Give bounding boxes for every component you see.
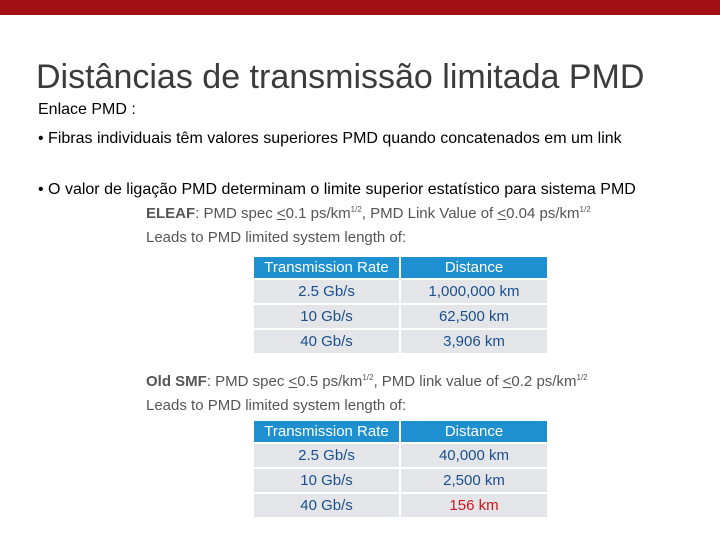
table-row: 10 Gb/s 62,500 km — [254, 305, 547, 328]
table-row: 2.5 Gb/s 1,000,000 km — [254, 280, 547, 303]
old-smf-leads-text: Leads to PMD limited system length of: — [146, 397, 407, 414]
header-transmission-rate: Transmission Rate — [254, 421, 399, 442]
distance-cell: 1,000,000 km — [401, 280, 547, 303]
old-smf-spec-line: Old SMF: PMD spec <0.5 ps/km1/2, PMD lin… — [146, 373, 588, 390]
table-row: 40 Gb/s 156 km — [254, 494, 547, 517]
rate-cell: 10 Gb/s — [254, 469, 399, 492]
old-smf-distance-table: Transmission Rate Distance 2.5 Gb/s 40,0… — [252, 419, 549, 519]
distance-cell-highlight: 156 km — [401, 494, 547, 517]
eleaf-leads-text: Leads to PMD limited system length of: — [146, 229, 407, 246]
header-distance: Distance — [401, 421, 547, 442]
intro-text: Enlace PMD : — [38, 101, 136, 118]
fiber-name: ELEAF — [146, 205, 196, 222]
bullet-1: • Fibras individuais têm valores superio… — [38, 130, 622, 147]
distance-cell: 40,000 km — [401, 444, 547, 467]
header-transmission-rate: Transmission Rate — [254, 257, 399, 278]
table-header-row: Transmission Rate Distance — [254, 421, 547, 442]
rate-cell: 40 Gb/s — [254, 330, 399, 353]
table-row: 40 Gb/s 3,906 km — [254, 330, 547, 353]
table-row: 10 Gb/s 2,500 km — [254, 469, 547, 492]
top-accent-bar — [0, 0, 720, 15]
fiber-name: Old SMF — [146, 373, 207, 390]
eleaf-distance-table: Transmission Rate Distance 2.5 Gb/s 1,00… — [252, 255, 549, 355]
header-distance: Distance — [401, 257, 547, 278]
table-header-row: Transmission Rate Distance — [254, 257, 547, 278]
rate-cell: 2.5 Gb/s — [254, 444, 399, 467]
distance-cell: 2,500 km — [401, 469, 547, 492]
rate-cell: 10 Gb/s — [254, 305, 399, 328]
eleaf-spec-line: ELEAF: PMD spec <0.1 ps/km1/2, PMD Link … — [146, 205, 591, 222]
distance-cell: 3,906 km — [401, 330, 547, 353]
table-row: 2.5 Gb/s 40,000 km — [254, 444, 547, 467]
page-title: Distâncias de transmissão limitada PMD — [36, 58, 645, 96]
bullet-2: • O valor de ligação PMD determinam o li… — [38, 181, 636, 198]
distance-cell: 62,500 km — [401, 305, 547, 328]
rate-cell: 40 Gb/s — [254, 494, 399, 517]
rate-cell: 2.5 Gb/s — [254, 280, 399, 303]
